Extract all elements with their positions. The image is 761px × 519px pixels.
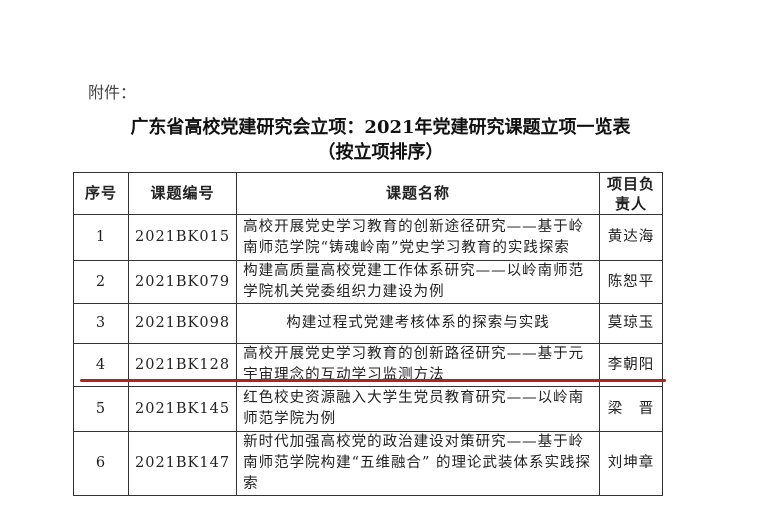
project-name: 构建过程式党建考核体系的探索与实践 — [236, 303, 600, 344]
row-number: 1 — [73, 214, 129, 261]
project-name: 构建高质量高校党建工作体系研究——以岭南师范学院机关党委组织力建设为例 — [236, 260, 600, 304]
project-lead: 陈恕平 — [599, 260, 663, 304]
project-lead: 刘坤章 — [599, 431, 663, 496]
row-number: 3 — [73, 303, 129, 344]
project-name: 高校开展党史学习教育的创新途径研究——基于岭南师范学院“铸魂岭南”党史学习教育的… — [236, 214, 600, 261]
project-code: 2021BK145 — [127, 386, 238, 432]
attachment-label: 附件： — [88, 83, 137, 102]
project-lead: 梁 晋 — [599, 386, 663, 432]
row-number: 5 — [73, 386, 129, 432]
document-title: 广东省高校党建研究会立项：2021年党建研究课题立项一览表 — [130, 117, 631, 138]
table-header-row: 序号 课题编号 课题名称 项目负责人 — [73, 172, 663, 215]
row-number: 6 — [73, 431, 129, 496]
project-lead: 莫琼玉 — [599, 303, 663, 344]
table-row: 1 2021BK015 高校开展党史学习教育的创新途径研究——基于岭南师范学院“铸魂… — [73, 214, 663, 261]
project-code: 2021BK015 — [127, 214, 238, 261]
row-number: 2 — [73, 260, 129, 304]
table-row: 3 2021BK098 构建过程式党建考核体系的探索与实践 莫琼玉 — [73, 303, 663, 344]
header-code: 课题编号 — [127, 172, 238, 215]
red-underline-annotation — [80, 379, 666, 382]
header-no: 序号 — [73, 172, 129, 215]
project-name: 红色校史资源融入大学生党员教育研究——以岭南师范学院为例 — [236, 386, 600, 432]
project-code: 2021BK079 — [127, 260, 238, 304]
document-subtitle: （按立项排序） — [317, 142, 444, 163]
table-row: 6 2021BK147 新时代加强高校党的政治建设对策研究——基于岭南师范学院构建“… — [73, 431, 663, 496]
project-code: 2021BK147 — [127, 431, 238, 496]
table-row: 5 2021BK145 红色校史资源融入大学生党员教育研究——以岭南师范学院为例梁 … — [73, 386, 663, 432]
table-row: 2 2021BK079 构建高质量高校党建工作体系研究——以岭南师范学院机关党委组织… — [73, 260, 663, 304]
project-code: 2021BK098 — [127, 303, 238, 344]
project-lead: 黄达海 — [599, 214, 663, 261]
header-name: 课题名称 — [236, 172, 600, 215]
project-table: 序号 课题编号 课题名称 项目负责人 1 2021BK015 高校开展党史学习教育的… — [73, 172, 663, 496]
project-name: 新时代加强高校党的政治建设对策研究——基于岭南师范学院构建“五维融合” 的理论武… — [236, 431, 600, 496]
header-lead: 项目负责人 — [599, 172, 663, 215]
